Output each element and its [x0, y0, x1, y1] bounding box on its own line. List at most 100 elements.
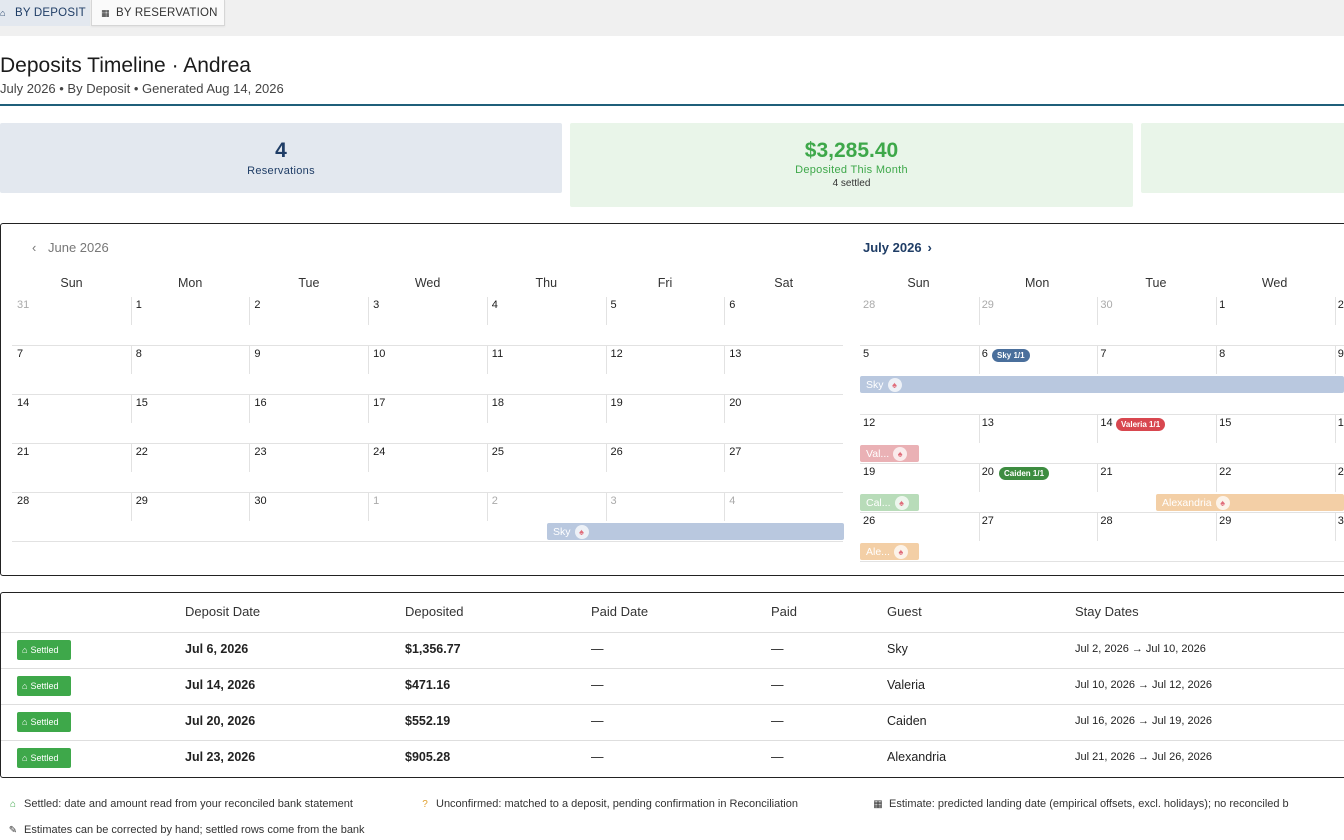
calendar-day-cell[interactable]: 27: [729, 446, 742, 458]
status-badge-label: Settled: [30, 717, 59, 727]
deposit-pill-sky[interactable]: Sky 1/1: [992, 349, 1030, 362]
calendar-day-cell[interactable]: 20: [981, 466, 994, 478]
tab-by-deposit[interactable]: ⌂ BY DEPOSIT: [0, 0, 90, 26]
pencil-icon: ✎: [8, 824, 18, 836]
calendar-day-cell[interactable]: 8: [1219, 348, 1226, 360]
calendar-day-cell[interactable]: 22: [135, 446, 148, 458]
calendar-col-divider: [1216, 513, 1218, 541]
calendar-day-cell[interactable]: 19: [610, 397, 623, 409]
calendar-day-cell[interactable]: 16: [1337, 417, 1344, 429]
calendar-day-cell[interactable]: 29: [1219, 515, 1232, 527]
calendar-day-cell[interactable]: 21: [17, 446, 30, 458]
deposited-stat-card: $3,285.40 Deposited This Month 4 settled: [570, 123, 1133, 207]
calendar-day-cell[interactable]: 2: [1337, 299, 1344, 311]
calendar-day-cell[interactable]: 13: [729, 348, 742, 360]
calendar-day-cell[interactable]: 9: [1337, 348, 1344, 360]
calendar-day-cell[interactable]: 13: [981, 417, 994, 429]
calendar-col-divider: [605, 493, 607, 521]
calendar-day-cell[interactable]: 25: [491, 446, 505, 458]
calendar-day-cell[interactable]: 22: [1219, 466, 1232, 478]
calendar-day-cell[interactable]: 6: [729, 299, 736, 311]
calendar-day-cell[interactable]: 30: [1337, 515, 1344, 527]
calendar-col-divider: [978, 415, 980, 443]
calendar-day-cell[interactable]: 15: [135, 397, 148, 409]
paid-date-cell: —: [591, 642, 604, 656]
calendar-day-cell[interactable]: 26: [863, 515, 876, 527]
calendar-col-divider: [1334, 464, 1336, 492]
calendar-day-cell[interactable]: 26: [610, 446, 623, 458]
stay-bar-caiden[interactable]: Cal... ♠: [860, 494, 919, 511]
calendar-day-cell[interactable]: 3: [610, 495, 617, 507]
calendar-day-cell[interactable]: 28: [17, 495, 30, 507]
calendar-row-divider: [12, 443, 843, 444]
paid-amount-cell: —: [771, 642, 784, 656]
chevron-right-icon[interactable]: ›: [927, 240, 932, 255]
calendar-day-cell[interactable]: 16: [254, 397, 267, 409]
calendar-day-cell[interactable]: 1: [373, 495, 380, 507]
calendar-day-cell[interactable]: 14: [1100, 417, 1113, 429]
col-header-deposited[interactable]: Deposited: [405, 604, 464, 619]
calendar-day-cell[interactable]: 4: [491, 299, 498, 311]
calendar-day-cell[interactable]: 6: [981, 348, 988, 360]
col-header-stay-dates[interactable]: Stay Dates: [1075, 604, 1139, 619]
calendar-day-cell[interactable]: 4: [729, 495, 736, 507]
stay-bar-sky-july[interactable]: Sky ♠: [860, 376, 1344, 393]
calendar-col-divider: [724, 444, 726, 472]
calendar-day-cell[interactable]: 1: [135, 299, 142, 311]
calendar-day-cell[interactable]: 5: [863, 348, 870, 360]
calendar-day-cell[interactable]: 9: [254, 348, 261, 360]
calendar-day-cell[interactable]: 28: [1100, 515, 1113, 527]
calendar-day-cell[interactable]: 7: [17, 348, 24, 360]
calendar-day-cell[interactable]: 3: [373, 299, 380, 311]
chevron-left-icon[interactable]: ‹: [32, 240, 37, 255]
col-header-paid[interactable]: Paid: [771, 604, 798, 619]
calendar-day-cell[interactable]: 10: [373, 348, 386, 360]
calendar-day-cell[interactable]: 1: [1219, 299, 1226, 311]
calendar-day-cell[interactable]: 29: [981, 299, 994, 311]
calendar-day-cell[interactable]: 19: [863, 466, 876, 478]
calendar-day-cell[interactable]: 15: [1219, 417, 1232, 429]
col-header-guest[interactable]: Guest: [887, 604, 922, 619]
tab-by-reservation[interactable]: ▦ BY RESERVATION: [91, 0, 225, 26]
calendar-day-cell[interactable]: 23: [254, 446, 267, 458]
calendar-day-cell[interactable]: 29: [135, 495, 148, 507]
calendar-day-cell[interactable]: 23: [1337, 466, 1344, 478]
calendar-col-divider: [1216, 464, 1218, 492]
col-header-deposit-date[interactable]: Deposit Date: [185, 604, 261, 619]
stay-bar-alexandria-end[interactable]: Ale... ♠: [860, 543, 919, 560]
table-header-divider: [1, 632, 1344, 633]
calendar-day-cell[interactable]: 18: [491, 397, 505, 409]
calendar-col-divider: [249, 346, 251, 374]
calendar-day-cell[interactable]: 21: [1100, 466, 1113, 478]
calendar-day-cell[interactable]: 8: [135, 348, 142, 360]
deposit-pill-caiden[interactable]: Caiden 1/1: [999, 467, 1050, 480]
calendar-day-cell[interactable]: 11: [491, 348, 504, 360]
col-header-paid-date[interactable]: Paid Date: [591, 604, 649, 619]
calendar-day-cell[interactable]: 12: [863, 417, 876, 429]
calendar-day-cell[interactable]: 5: [610, 299, 617, 311]
calendar-day-cell[interactable]: 2: [491, 495, 498, 507]
calendar-day-cell[interactable]: 17: [373, 397, 386, 409]
stay-bar-sky-june[interactable]: Sky ♠: [547, 523, 844, 540]
calendar-day-cell[interactable]: 31: [17, 299, 30, 311]
calendar-day-cell[interactable]: 7: [1100, 348, 1107, 360]
calendar-day-cell[interactable]: 12: [610, 348, 623, 360]
status-badge-label: Settled: [30, 753, 59, 763]
weekday-header: Wed: [414, 276, 441, 290]
calendar-day-cell[interactable]: 30: [254, 495, 267, 507]
calendar-day-cell[interactable]: 24: [373, 446, 386, 458]
calendar-day-cell[interactable]: 2: [254, 299, 261, 311]
stay-bar-alexandria[interactable]: Alexandria ♠: [1156, 494, 1344, 511]
stay-dates-cell: Jul 16, 2026 → Jul 19, 2026: [1075, 715, 1212, 727]
stay-bar-valeria[interactable]: Val... ♠: [860, 445, 919, 462]
calendar-day-cell[interactable]: 20: [729, 397, 742, 409]
calendar-col-divider: [724, 297, 726, 325]
calendar-icon: ▦: [873, 798, 883, 810]
calendar-col-divider: [1097, 513, 1099, 541]
deposit-pill-valeria[interactable]: Valeria 1/1: [1116, 418, 1166, 431]
calendar-day-cell[interactable]: 30: [1100, 299, 1113, 311]
calendar-day-cell[interactable]: 14: [17, 397, 30, 409]
calendar-day-cell[interactable]: 28: [863, 299, 876, 311]
calendar-day-cell[interactable]: 27: [981, 515, 994, 527]
calendar-col-divider: [978, 297, 980, 325]
